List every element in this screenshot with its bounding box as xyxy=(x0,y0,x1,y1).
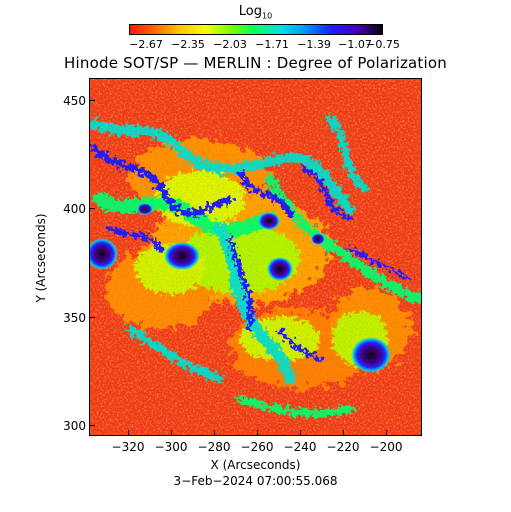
y-tick-label: 350 xyxy=(63,311,86,325)
colorbar-tick-label: −2.03 xyxy=(213,38,247,51)
y-tick-mark xyxy=(89,425,95,426)
x-tick-mark xyxy=(128,430,129,436)
x-tick-mark xyxy=(386,430,387,436)
colorbar-title-main: Log xyxy=(238,4,263,19)
colorbar-tick-label: −2.35 xyxy=(171,38,205,51)
colorbar xyxy=(129,24,383,35)
x-tick-label: −280 xyxy=(197,440,231,454)
y-tick-label: 450 xyxy=(63,94,86,108)
x-tick-mark xyxy=(171,430,172,436)
y-axis-label: Y (Arcseconds) xyxy=(34,213,48,303)
x-tick-mark xyxy=(214,430,215,436)
colorbar-title-subscript: 10 xyxy=(262,11,273,21)
colorbar-title: Log10 xyxy=(0,4,511,21)
x-tick-label: −320 xyxy=(111,440,145,454)
y-tick-label: 300 xyxy=(63,419,86,433)
x-tick-label: −200 xyxy=(369,440,403,454)
x-axis-label: X (Arcseconds) xyxy=(210,458,301,472)
colorbar-tick-label: −2.67 xyxy=(129,38,163,51)
colorbar-tick-label: −1.07 xyxy=(338,38,372,51)
y-tick-label: 400 xyxy=(63,202,86,216)
colorbar-tick-label: −1.39 xyxy=(297,38,331,51)
y-tick-mark xyxy=(89,208,95,209)
colorbar-tick-labels: −2.67 −2.35 −2.03 −1.71 −1.39 −1.07 −0.7… xyxy=(110,38,402,52)
x-tick-mark xyxy=(257,430,258,436)
y-tick-mark xyxy=(89,100,95,101)
x-tick-label: −220 xyxy=(326,440,360,454)
y-tick-mark xyxy=(89,317,95,318)
x-tick-label: −260 xyxy=(240,440,274,454)
x-tick-label: −240 xyxy=(283,440,317,454)
plot-title: Hinode SOT/SP — MERLIN : Degree of Polar… xyxy=(64,54,447,72)
x-tick-mark xyxy=(300,430,301,436)
x-tick-label: −300 xyxy=(154,440,188,454)
polarization-map-image xyxy=(90,79,421,435)
polarization-map xyxy=(89,78,422,436)
x-tick-mark xyxy=(343,430,344,436)
observation-timestamp: 3−Feb−2024 07:00:55.068 xyxy=(173,474,338,488)
colorbar-tick-label: −0.75 xyxy=(366,38,400,51)
colorbar-tick-label: −1.71 xyxy=(255,38,289,51)
